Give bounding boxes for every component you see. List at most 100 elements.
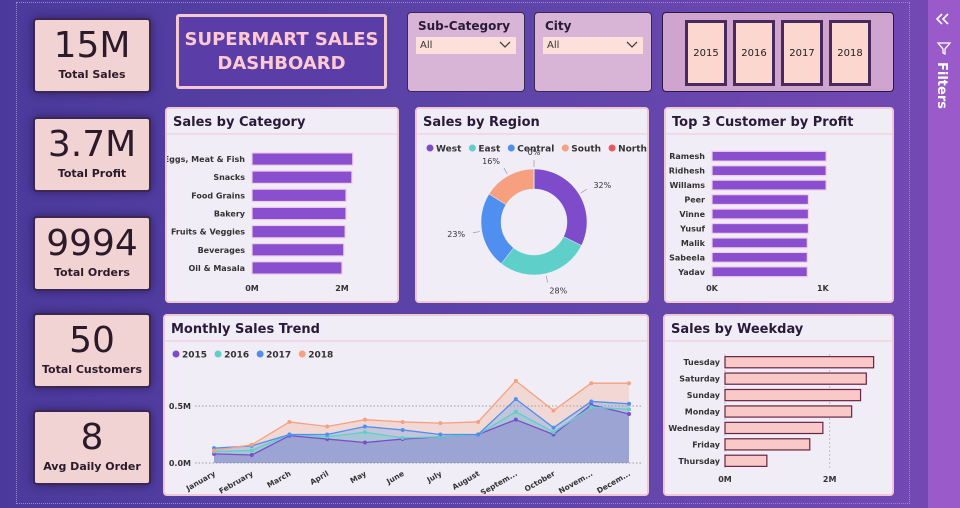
bar bbox=[251, 243, 345, 257]
x-tick-label: Novem... bbox=[557, 469, 594, 494]
legend-label: East bbox=[478, 145, 501, 155]
dropdown[interactable]: All bbox=[543, 37, 643, 54]
point bbox=[513, 409, 518, 414]
x-tick-label: June bbox=[384, 469, 405, 487]
y-tick-label: Saturday bbox=[679, 375, 721, 384]
bar bbox=[711, 194, 810, 206]
bar bbox=[251, 206, 347, 221]
legend-label: 2016 bbox=[224, 351, 249, 361]
chart-card: Top 3 Customer by Profit 0K 1K Ramesh Ridhes… bbox=[664, 107, 894, 303]
point bbox=[249, 448, 254, 453]
legend-label: South bbox=[571, 145, 601, 155]
point bbox=[400, 435, 405, 440]
legend-swatch bbox=[256, 350, 264, 358]
bar bbox=[251, 152, 354, 166]
y-tick-label: Thursday bbox=[678, 457, 720, 466]
kpi-value: 50 bbox=[69, 320, 115, 361]
point bbox=[362, 430, 367, 435]
kpi-value: 15M bbox=[53, 25, 131, 66]
chart-title: Sales by Region bbox=[423, 115, 540, 130]
point bbox=[513, 417, 518, 422]
slicer[interactable]: Sub-Category All bbox=[407, 12, 525, 92]
chart: Monthly Sales Trend 2015 2016 2017 2018 0.0M 0… bbox=[165, 322, 647, 494]
y-tick-label: Malik bbox=[681, 239, 706, 248]
canvas-frame bbox=[16, 2, 910, 504]
chevron bbox=[626, 41, 638, 48]
point bbox=[212, 448, 216, 453]
kpi-card: 8 Avg Daily Order bbox=[33, 410, 151, 485]
point bbox=[627, 381, 631, 386]
chart-title: Monthly Sales Trend bbox=[171, 322, 320, 337]
chart-card: Sales by Category 0M 2M Eggs, Meat & Fish Sn… bbox=[165, 107, 399, 303]
chart-title: Top 3 Customer by Profit bbox=[672, 115, 853, 130]
y-tick-label: Food Grains bbox=[191, 191, 245, 200]
kpi-card: 15M Total Sales bbox=[33, 18, 151, 93]
y-tick-label: Yusuf bbox=[679, 224, 705, 233]
point bbox=[362, 417, 367, 422]
line-series bbox=[213, 406, 630, 453]
x-tick-label: May bbox=[349, 469, 368, 485]
x-tick-label: October bbox=[523, 469, 557, 494]
legend-swatch bbox=[468, 144, 476, 152]
legend-swatch bbox=[172, 350, 180, 358]
year-slicer: 2015 2016 2017 2018 bbox=[662, 12, 894, 92]
y-tick-label: Fruits & Veggies bbox=[171, 228, 245, 237]
legend-label: Central bbox=[517, 145, 554, 155]
legend-label: West bbox=[436, 145, 462, 155]
legend-swatch bbox=[561, 144, 569, 152]
area-fill bbox=[214, 399, 629, 463]
year-tile[interactable]: 2018 bbox=[829, 20, 871, 86]
dropdown[interactable]: All bbox=[416, 37, 516, 54]
year-tile[interactable]: 2015 bbox=[685, 20, 727, 86]
y-tick-label: Wednesday bbox=[668, 424, 720, 433]
kpi-card: 9994 Total Orders bbox=[33, 216, 151, 291]
bar bbox=[711, 266, 808, 278]
y-tick-label: Friday bbox=[692, 440, 721, 449]
slicer-label: Sub-Category bbox=[418, 19, 511, 33]
line-series bbox=[213, 380, 629, 452]
y-tick-label: Sabeela bbox=[669, 253, 705, 262]
chart: Sales by Weekday 0M 2M Tuesday Saturday Sunda… bbox=[665, 322, 892, 484]
point bbox=[476, 432, 481, 437]
y-tick-label: Vinne bbox=[679, 210, 705, 219]
donut-slice bbox=[480, 193, 514, 265]
leader-line bbox=[472, 231, 480, 234]
legend-label: North bbox=[618, 145, 647, 155]
point bbox=[513, 397, 518, 402]
x-tick-label: July bbox=[424, 469, 443, 485]
point bbox=[325, 424, 330, 429]
bar bbox=[251, 224, 346, 239]
point bbox=[400, 419, 405, 424]
slicer-label: City bbox=[545, 19, 572, 33]
chart-card: Sales by Region West East Central South North… bbox=[415, 107, 649, 303]
point bbox=[249, 453, 254, 458]
year-tile[interactable]: 2017 bbox=[781, 20, 823, 86]
chart-title: Sales by Category bbox=[173, 115, 306, 130]
x-tick-label: April bbox=[308, 469, 330, 487]
kpi-value: 8 bbox=[80, 417, 104, 458]
data-label: 23% bbox=[447, 230, 465, 239]
bar bbox=[711, 208, 810, 220]
bar bbox=[724, 372, 867, 385]
point bbox=[627, 401, 631, 406]
bar bbox=[724, 438, 811, 451]
year-tile[interactable]: 2016 bbox=[733, 20, 775, 86]
leader-line bbox=[580, 189, 587, 194]
x-tick-label: Decem... bbox=[595, 469, 632, 494]
area-fill bbox=[214, 407, 629, 463]
donut-slice bbox=[533, 168, 588, 246]
y-tick-label: Beverages bbox=[198, 246, 246, 255]
pane-label: Filters bbox=[934, 62, 949, 109]
dashboard-title: SUPERMART SALES DASHBOARD bbox=[176, 14, 387, 89]
bar bbox=[724, 405, 853, 418]
area-fill bbox=[214, 380, 629, 463]
bar bbox=[724, 421, 824, 435]
kpi-value: 3.7M bbox=[47, 124, 137, 165]
slicer[interactable]: City All bbox=[534, 12, 652, 92]
y-tick-label: Oil & Masala bbox=[189, 264, 246, 273]
point bbox=[438, 421, 443, 426]
filters-pane[interactable]: Filters bbox=[928, 0, 960, 508]
point bbox=[589, 399, 594, 404]
point bbox=[287, 419, 292, 424]
